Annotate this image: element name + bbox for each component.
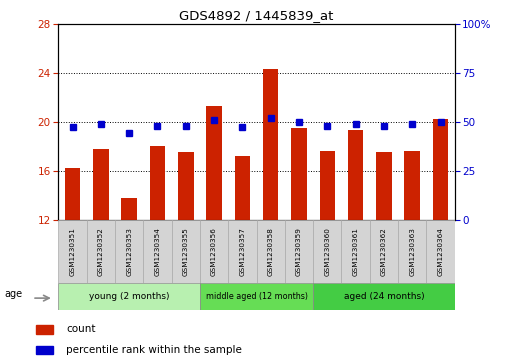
Bar [115, 220, 143, 283]
Text: GSM1230355: GSM1230355 [183, 227, 189, 276]
Bar [36, 325, 53, 334]
Bar [58, 283, 200, 310]
Bar [200, 220, 228, 283]
Bar [291, 128, 307, 220]
Bar [65, 168, 80, 220]
Text: GSM1230359: GSM1230359 [296, 227, 302, 276]
Bar [206, 106, 222, 220]
Text: GSM1230353: GSM1230353 [126, 227, 132, 276]
Text: aged (24 months): aged (24 months) [343, 292, 424, 301]
Text: count: count [66, 325, 96, 334]
Bar [121, 197, 137, 220]
Text: age: age [5, 289, 23, 299]
Bar [143, 220, 172, 283]
Text: young (2 months): young (2 months) [89, 292, 170, 301]
Text: percentile rank within the sample: percentile rank within the sample [66, 345, 242, 355]
Bar [178, 152, 194, 220]
Bar [320, 151, 335, 220]
Bar [426, 220, 455, 283]
Bar [433, 119, 448, 220]
Bar [36, 346, 53, 354]
Bar [404, 151, 420, 220]
Text: GSM1230357: GSM1230357 [239, 227, 245, 276]
Bar [58, 220, 87, 283]
Bar [370, 220, 398, 283]
Text: GSM1230361: GSM1230361 [353, 227, 359, 276]
Text: GSM1230356: GSM1230356 [211, 227, 217, 276]
Text: middle aged (12 months): middle aged (12 months) [206, 292, 307, 301]
Text: GSM1230363: GSM1230363 [409, 227, 415, 276]
Bar [263, 69, 278, 220]
Text: GSM1230362: GSM1230362 [381, 227, 387, 276]
Text: GSM1230364: GSM1230364 [437, 227, 443, 276]
Bar [313, 283, 455, 310]
Bar [172, 220, 200, 283]
Title: GDS4892 / 1445839_at: GDS4892 / 1445839_at [179, 9, 334, 23]
Text: GSM1230358: GSM1230358 [268, 227, 274, 276]
Bar [150, 146, 165, 220]
Bar [348, 130, 363, 220]
Text: GSM1230352: GSM1230352 [98, 227, 104, 276]
Bar [285, 220, 313, 283]
Text: GSM1230360: GSM1230360 [324, 227, 330, 276]
Text: GSM1230354: GSM1230354 [154, 227, 161, 276]
Bar [341, 220, 370, 283]
Bar [87, 220, 115, 283]
Text: GSM1230351: GSM1230351 [70, 227, 76, 276]
Bar [235, 156, 250, 220]
Bar [398, 220, 426, 283]
Bar [313, 220, 341, 283]
Bar [93, 148, 109, 220]
Bar [376, 152, 392, 220]
Bar [228, 220, 257, 283]
Bar [200, 283, 313, 310]
Bar [257, 220, 285, 283]
